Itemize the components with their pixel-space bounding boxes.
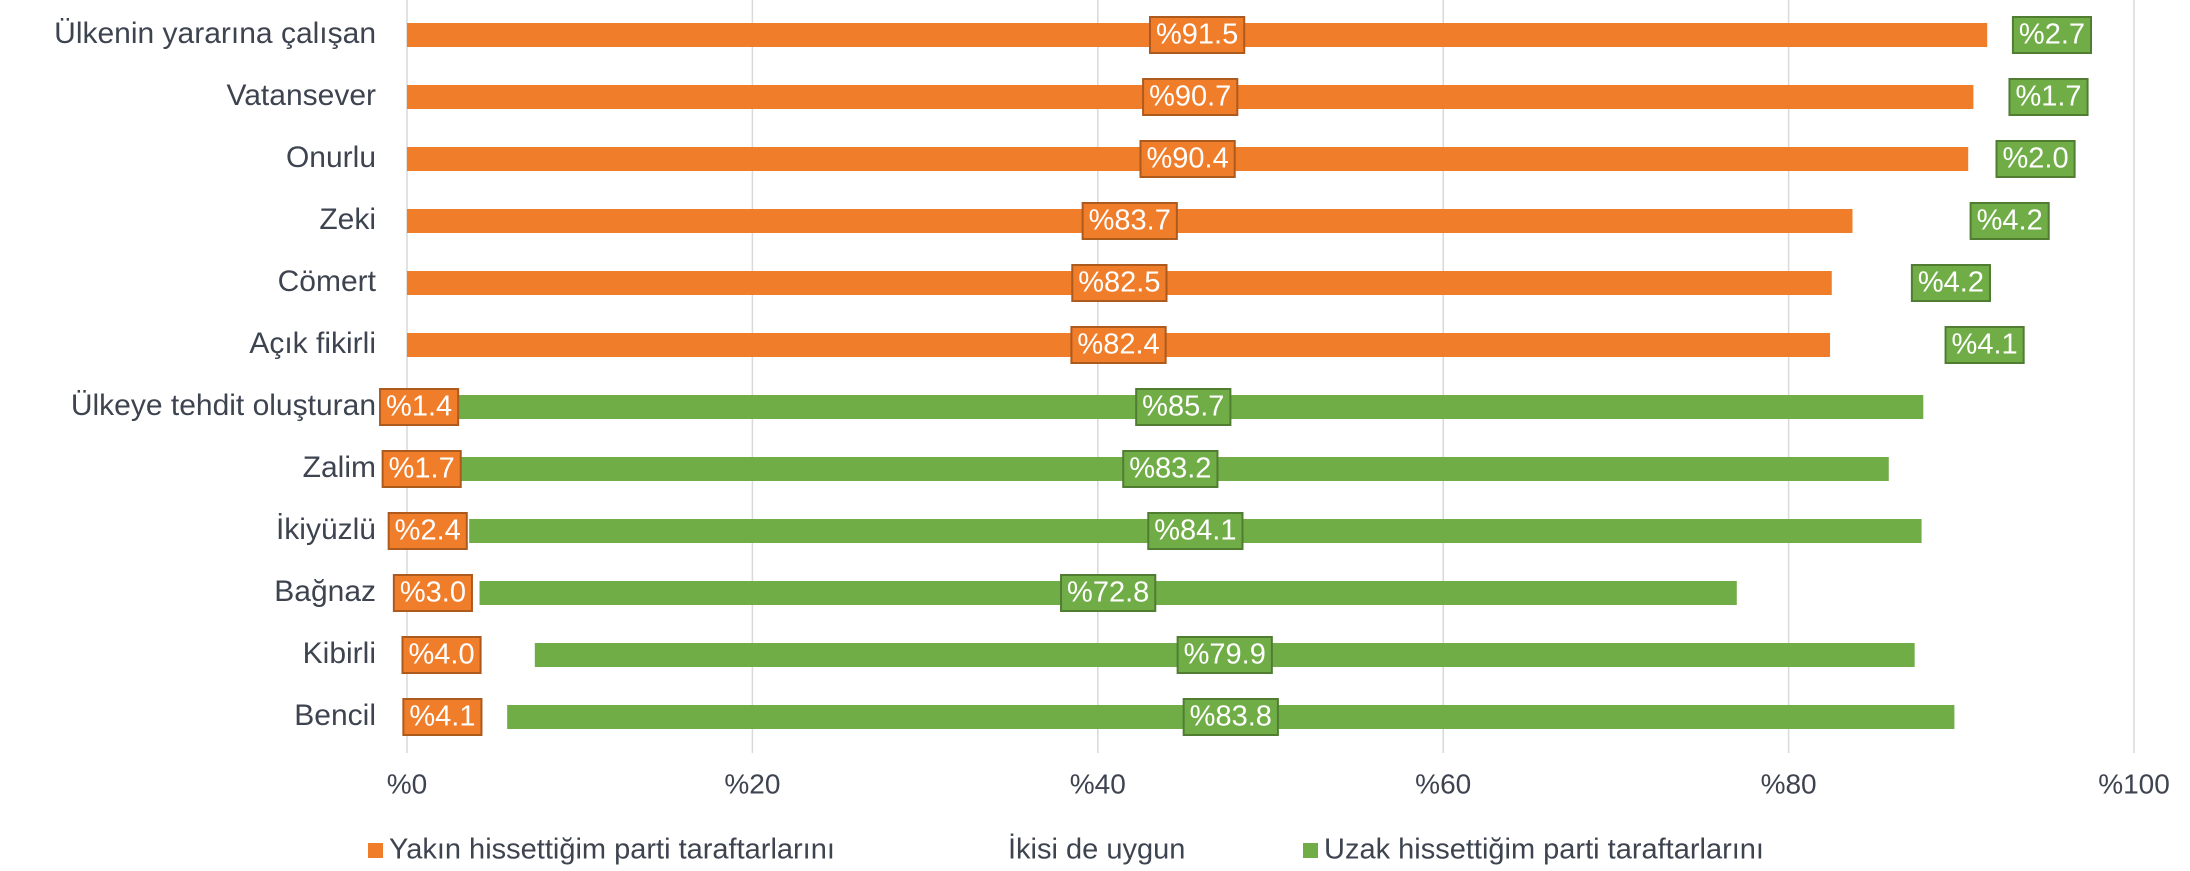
y-tick-label: Vatansever [226,79,376,112]
y-tick-label: Ülkeye tehdit oluşturan [71,389,376,422]
legend-label: İkisi de uygun [1008,833,1185,866]
data-label: %2.0 [2003,143,2069,175]
data-label-box [1147,512,1244,550]
data-label-box [1944,326,2025,364]
legend-label: Uzak hissettiğim parti taraftarlarını [1324,834,1764,866]
data-label: %4.0 [408,639,474,671]
y-tick-label: Zeki [319,203,376,236]
y-tick-label: Açık fikirli [249,327,376,360]
bar-segment [1830,333,1949,357]
y-tick-label: Kibirli [303,637,376,670]
y-tick-label: Zalim [303,451,376,484]
data-label: %84.1 [1154,515,1236,547]
data-label-box [381,450,462,488]
data-label-box [1135,388,1232,426]
legend-label: Yakın hissettiğim parti taraftarlarını [389,834,835,866]
data-label-box [1122,450,1219,488]
data-label: %90.4 [1146,143,1228,175]
data-label-box [1182,698,1279,736]
data-label-box [1139,140,1236,178]
data-label: %82.5 [1078,267,1160,299]
data-label-box [2011,16,2093,54]
data-label-box [1910,264,1991,302]
x-tick-label: %20 [724,768,780,799]
bar-segment [1832,271,1915,295]
data-label: %91.5 [1156,19,1238,51]
data-label-box [1071,264,1168,302]
data-label-box [2008,78,2089,116]
data-label: %2.4 [395,515,461,547]
data-label: %90.7 [1149,81,1231,113]
data-label-box [402,698,483,736]
x-tick-label: %80 [1761,768,1817,799]
data-label: %83.8 [1190,701,1272,733]
data-label-box [1148,16,1246,54]
data-label-box [387,512,468,550]
data-label-box [1081,202,1178,240]
y-tick-label: Ülkenin yararına çalışan [54,17,376,50]
y-tick-label: Onurlu [286,141,376,174]
data-label: %1.7 [389,453,455,485]
x-tick-label: %0 [387,768,427,799]
x-tick-label: %100 [2098,768,2170,799]
data-label: %72.8 [1067,577,1149,609]
y-tick-label: Cömert [278,265,377,298]
data-label-box [401,636,482,674]
y-tick-label: Bencil [294,699,376,732]
data-label: %4.1 [1952,329,2018,361]
bar-segment [476,643,535,667]
data-label-box [379,388,460,426]
legend-swatch [368,843,383,858]
data-label-box [1176,636,1273,674]
data-label: %83.7 [1089,205,1171,237]
data-label: %79.9 [1184,639,1266,671]
data-label: %82.4 [1077,329,1159,361]
data-label: %83.2 [1129,453,1211,485]
legend-swatch [1303,843,1318,858]
data-label: %2.7 [2019,19,2085,51]
x-tick-label: %60 [1415,768,1471,799]
bar-segment [1852,209,1973,233]
data-label: %4.2 [1918,267,1984,299]
data-label: %1.7 [2015,81,2081,113]
data-label-box [1142,78,1239,116]
data-label-box [1995,140,2076,178]
y-tick-label: İkiyüzlü [276,513,376,546]
x-tick-label: %40 [1070,768,1126,799]
y-tick-label: Bağnaz [274,575,376,608]
data-label: %4.1 [409,701,475,733]
data-label-box [1060,574,1157,612]
data-label: %3.0 [400,577,466,609]
data-label-box [1070,326,1167,364]
data-label: %1.4 [386,391,452,423]
data-label-box [392,574,473,612]
data-label: %85.7 [1142,391,1224,423]
data-label-box [1969,202,2050,240]
data-label: %4.2 [1977,205,2043,237]
